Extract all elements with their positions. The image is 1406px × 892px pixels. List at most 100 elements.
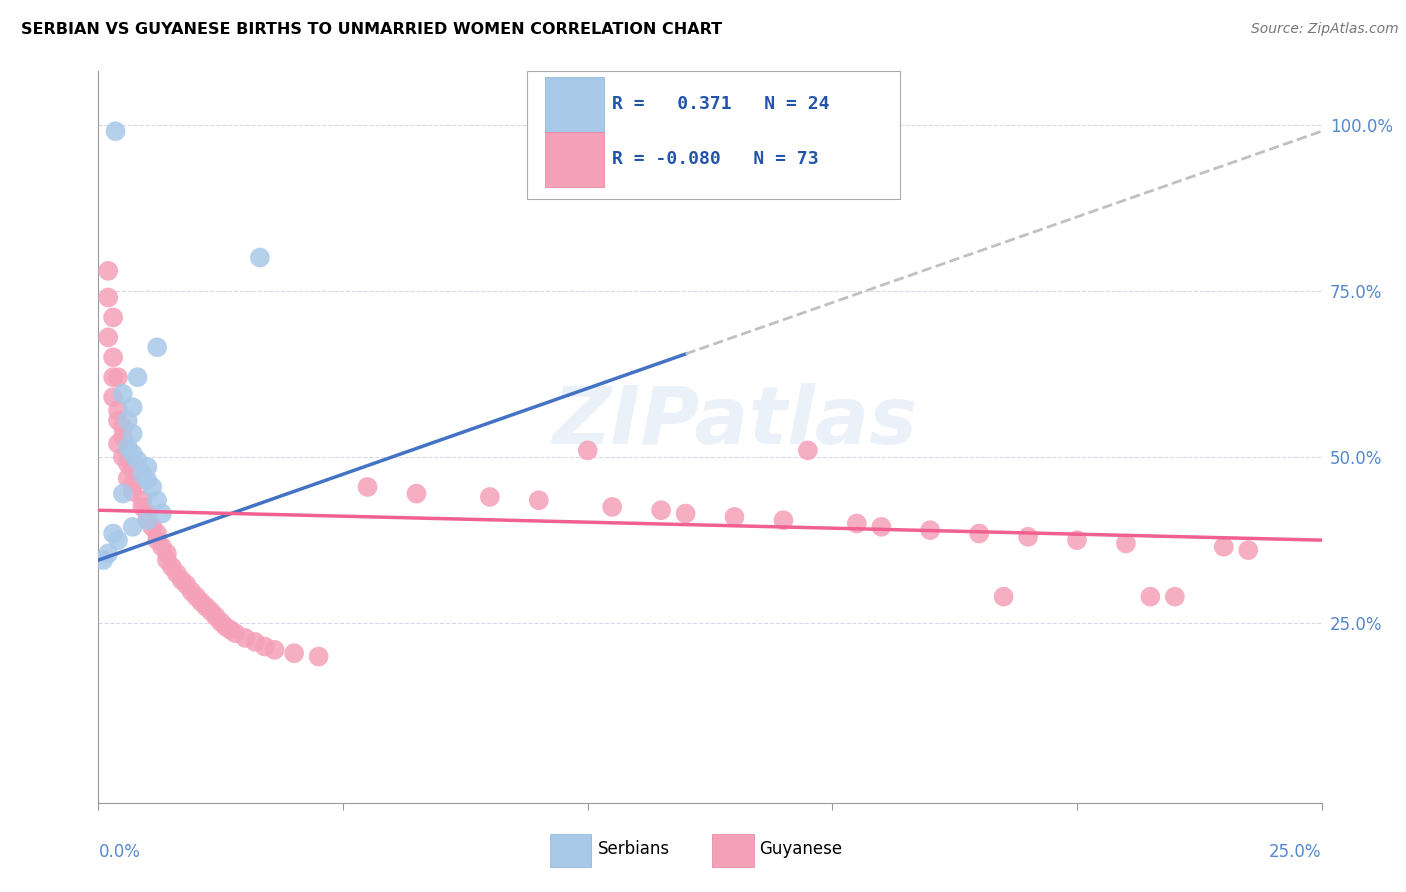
FancyBboxPatch shape xyxy=(550,833,592,867)
Point xyxy=(478,490,501,504)
Point xyxy=(405,486,427,500)
Point xyxy=(101,310,124,325)
Point xyxy=(180,584,202,599)
Point xyxy=(186,590,208,604)
Point xyxy=(150,507,173,521)
Point xyxy=(1139,590,1161,604)
Point xyxy=(97,290,120,304)
Text: SERBIAN VS GUYANESE BIRTHS TO UNMARRIED WOMEN CORRELATION CHART: SERBIAN VS GUYANESE BIRTHS TO UNMARRIED … xyxy=(21,22,723,37)
Point xyxy=(101,390,124,404)
Point xyxy=(233,631,256,645)
Point xyxy=(104,124,127,138)
Point xyxy=(723,509,745,524)
Point xyxy=(1164,590,1187,604)
Point xyxy=(600,500,623,514)
Text: R =   0.371   N = 24: R = 0.371 N = 24 xyxy=(612,95,830,113)
Point xyxy=(131,500,153,514)
Point xyxy=(91,553,114,567)
Point xyxy=(1017,530,1039,544)
Point xyxy=(136,460,159,475)
Point xyxy=(1115,536,1137,550)
FancyBboxPatch shape xyxy=(526,71,900,200)
Point xyxy=(195,599,218,614)
Text: Source: ZipAtlas.com: Source: ZipAtlas.com xyxy=(1251,22,1399,37)
Point xyxy=(107,413,129,427)
Point xyxy=(101,526,124,541)
Text: 0.0%: 0.0% xyxy=(98,843,141,861)
Point xyxy=(209,615,232,629)
Point xyxy=(97,330,120,344)
Point xyxy=(772,513,794,527)
Point xyxy=(111,387,134,401)
Point xyxy=(117,457,139,471)
Point xyxy=(141,480,163,494)
Point xyxy=(121,478,143,492)
Point xyxy=(127,453,149,467)
Point xyxy=(107,533,129,548)
Point xyxy=(576,443,599,458)
Point xyxy=(870,520,893,534)
Point xyxy=(111,420,134,434)
Point xyxy=(121,463,143,477)
Point xyxy=(117,471,139,485)
Point xyxy=(121,400,143,414)
Point xyxy=(131,467,153,481)
Text: R = -0.080   N = 73: R = -0.080 N = 73 xyxy=(612,150,818,168)
Point xyxy=(205,609,228,624)
Text: Guyanese: Guyanese xyxy=(759,840,842,858)
Point xyxy=(111,486,134,500)
Point xyxy=(156,546,179,560)
Text: 25.0%: 25.0% xyxy=(1270,843,1322,861)
Point xyxy=(224,626,246,640)
Point xyxy=(150,540,173,554)
Point xyxy=(920,523,942,537)
Point xyxy=(121,447,143,461)
Point xyxy=(146,493,169,508)
Point xyxy=(141,520,163,534)
Point xyxy=(136,507,159,521)
Point xyxy=(111,430,134,444)
Point xyxy=(253,640,276,654)
Point xyxy=(117,440,139,454)
Point xyxy=(214,619,236,633)
Point xyxy=(136,473,159,487)
Point xyxy=(190,595,212,609)
Point xyxy=(136,513,159,527)
Point xyxy=(200,604,222,618)
Point xyxy=(219,623,242,637)
Point xyxy=(797,443,820,458)
Point xyxy=(146,340,169,354)
Point xyxy=(1066,533,1088,548)
Point xyxy=(356,480,378,494)
Point xyxy=(308,649,330,664)
Point xyxy=(111,450,134,464)
FancyBboxPatch shape xyxy=(546,132,603,186)
Point xyxy=(136,513,159,527)
Point xyxy=(650,503,672,517)
Point xyxy=(263,643,285,657)
Point xyxy=(1237,543,1260,558)
Point xyxy=(117,443,139,458)
Point xyxy=(121,520,143,534)
Point xyxy=(156,553,179,567)
Point xyxy=(127,370,149,384)
Point xyxy=(101,351,124,365)
Point xyxy=(107,403,129,417)
Point xyxy=(166,566,188,581)
Point xyxy=(107,370,129,384)
Point xyxy=(146,533,169,548)
Point xyxy=(146,526,169,541)
Text: ZIPatlas: ZIPatlas xyxy=(553,384,917,461)
Point xyxy=(967,526,990,541)
Point xyxy=(170,573,193,587)
Point xyxy=(97,264,120,278)
Point xyxy=(131,493,153,508)
Point xyxy=(249,251,271,265)
Point xyxy=(675,507,697,521)
Point xyxy=(97,546,120,560)
FancyBboxPatch shape xyxy=(546,77,603,132)
Point xyxy=(845,516,868,531)
Point xyxy=(101,370,124,384)
Point xyxy=(107,436,129,450)
Text: Serbians: Serbians xyxy=(598,840,669,858)
